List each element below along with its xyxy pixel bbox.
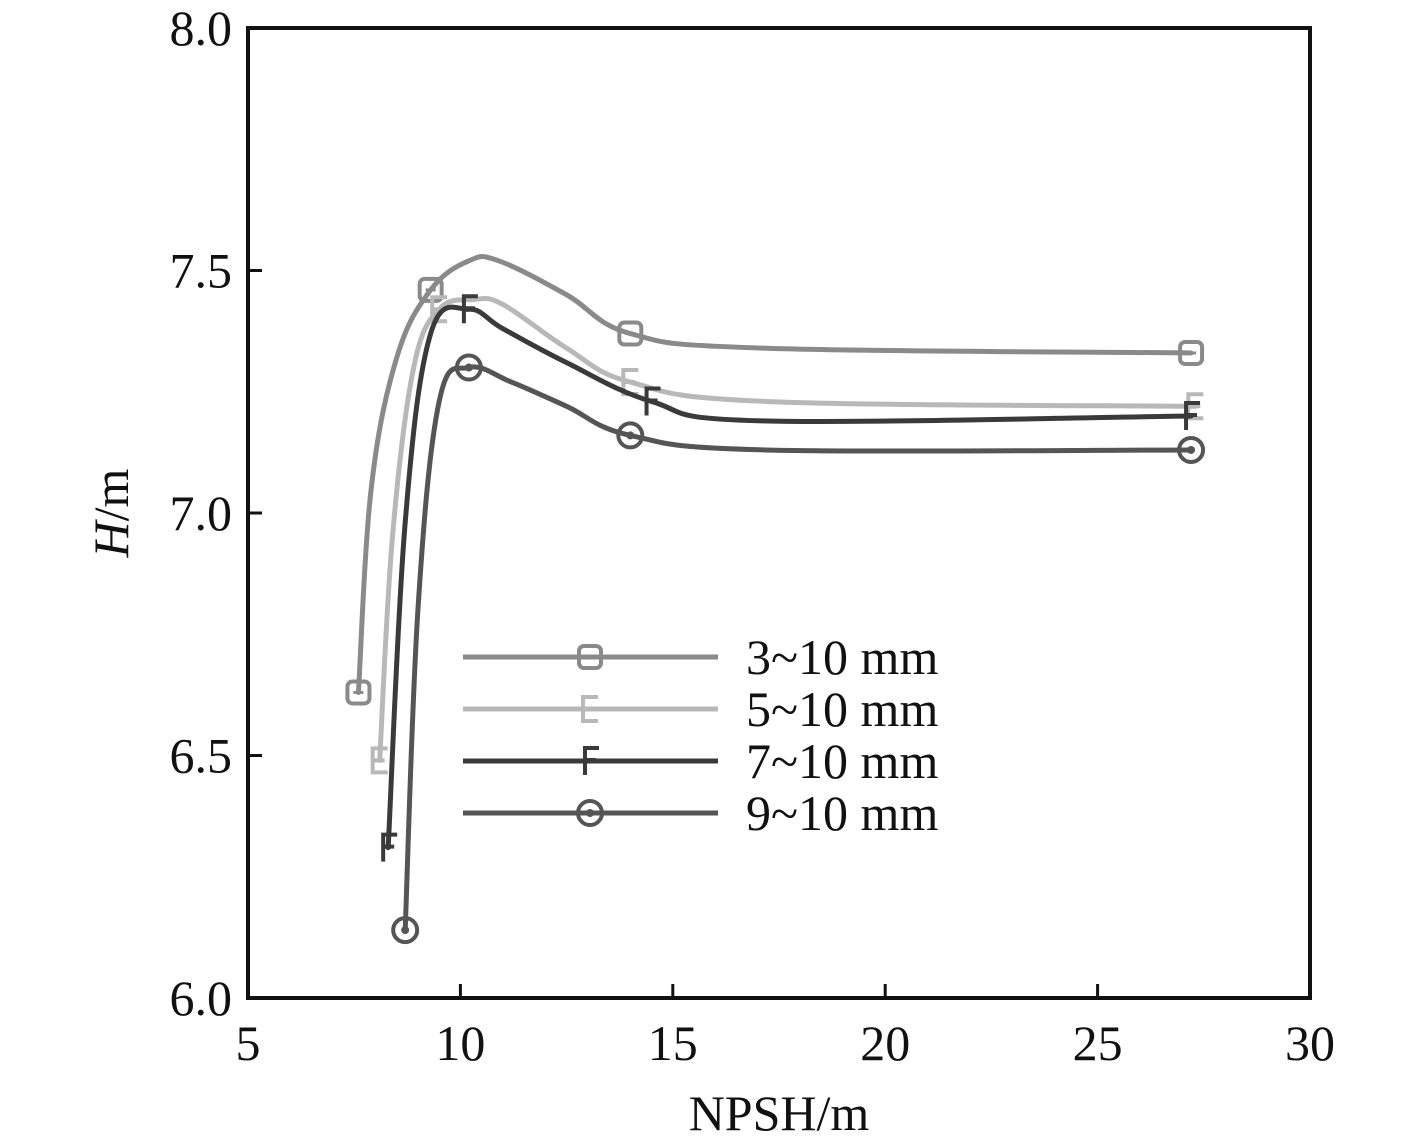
- legend-item: 7~10 mm: [463, 733, 938, 789]
- y-tick-label: 7.5: [170, 243, 233, 299]
- series-1: [345, 254, 1205, 706]
- y-axis-title-unit: /m: [83, 468, 139, 521]
- data-point-marker: [1184, 401, 1201, 430]
- x-tick-label: 15: [648, 1015, 698, 1071]
- legend-item: 9~10 mm: [463, 785, 938, 841]
- data-point-marker: [461, 294, 478, 324]
- series-line: [377, 295, 1198, 763]
- legend-label: 9~10 mm: [746, 785, 938, 841]
- legend-label: 3~10 mm: [746, 629, 938, 685]
- data-point-marker: [644, 386, 661, 416]
- x-tick-label: 30: [1285, 1015, 1335, 1071]
- series-line: [355, 254, 1194, 695]
- y-tick-label: 8.0: [170, 0, 233, 56]
- series-layer: [345, 254, 1206, 945]
- data-point-marker: [381, 832, 398, 862]
- series-3: [381, 294, 1201, 862]
- series-line: [402, 364, 1194, 933]
- data-point-marker: [345, 679, 372, 706]
- data-point-marker: [454, 353, 483, 382]
- x-tick-label: 25: [1073, 1015, 1123, 1071]
- x-tick-label: 5: [236, 1015, 261, 1071]
- legend-marker: [576, 799, 604, 827]
- legend-item: 3~10 mm: [463, 629, 938, 685]
- legend-marker: [583, 746, 599, 775]
- y-tick-label: 6.5: [170, 728, 233, 784]
- series-4: [391, 353, 1206, 945]
- y-tick-label: 7.0: [170, 485, 233, 541]
- data-point-marker: [1178, 339, 1205, 366]
- x-axis-title: NPSH/m: [689, 1085, 870, 1141]
- legend-label: 5~10 mm: [746, 681, 938, 737]
- y-axis-title-symbol: H: [83, 518, 139, 558]
- y-axis-title: H/m: [83, 468, 139, 558]
- y-axis-ticks: 6.0 6.5 7.0 7.5 8.0: [170, 0, 262, 1026]
- legend-marker: [577, 644, 603, 670]
- data-point-marker: [1186, 392, 1204, 421]
- y-tick-label: 6.0: [170, 970, 233, 1026]
- legend-item: 5~10 mm: [463, 681, 938, 737]
- x-tick-label: 10: [435, 1015, 485, 1071]
- series-line: [385, 304, 1194, 851]
- data-point-marker: [1177, 435, 1206, 464]
- data-point-marker: [617, 320, 644, 347]
- data-point-marker: [391, 916, 420, 945]
- data-point-marker: [616, 421, 645, 450]
- legend-marker: [581, 695, 598, 723]
- data-point-marker: [370, 746, 388, 775]
- legend-label: 7~10 mm: [746, 733, 938, 789]
- x-tick-label: 20: [860, 1015, 910, 1071]
- legend: 3~10 mm5~10 mm7~10 mm9~10 mm: [463, 629, 938, 841]
- x-axis-ticks: 5 10 15 20 25 30: [236, 984, 1335, 1071]
